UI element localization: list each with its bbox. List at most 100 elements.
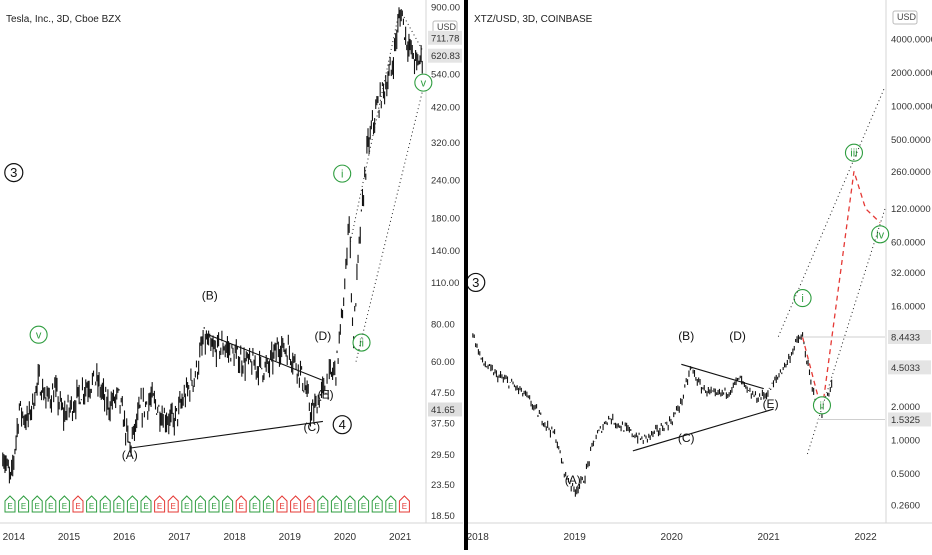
earnings-letter: E <box>375 502 380 511</box>
xtz-chart-pane[interactable]: XTZ/USD, 3D, COINBASE USD 4000.0000 2000.00… <box>466 0 932 543</box>
earnings-letter: E <box>293 502 298 511</box>
earnings-letter: E <box>388 502 393 511</box>
earnings-letter: E <box>21 502 26 511</box>
y-tick-label: 18.50 <box>431 511 455 522</box>
x-tick-label: 2015 <box>58 532 81 543</box>
earnings-letter: E <box>225 502 230 511</box>
earnings-letter: E <box>361 502 366 511</box>
earnings-letter: E <box>157 502 162 511</box>
wave-label: 3 <box>472 275 479 290</box>
earnings-marker <box>99 495 111 513</box>
earnings-marker <box>181 495 193 513</box>
price-badge <box>888 412 931 427</box>
earnings-letter: E <box>103 502 108 511</box>
earnings-letter: E <box>334 502 339 511</box>
trendline <box>129 420 323 449</box>
x-tick-label: 2022 <box>854 532 877 543</box>
wave-circle-green <box>414 73 433 92</box>
wave-circle-green <box>812 396 832 415</box>
y-tick-label: 320.00 <box>431 138 460 149</box>
tesla-chart-pane[interactable]: Tesla, Inc., 3D, Cboe BZX USD 900.00 711.78… <box>0 0 463 543</box>
wave-label-green: v <box>421 78 427 90</box>
earnings-letter: E <box>130 502 135 511</box>
earnings-marker <box>18 495 30 513</box>
earnings-letter: E <box>143 502 148 511</box>
wave-label-green: iii <box>850 148 857 160</box>
earnings-letter: E <box>62 502 67 511</box>
wave-circle-green <box>352 333 371 352</box>
y-tick-label: 260.0000 <box>891 167 931 178</box>
y-tick-label: 2000.0000 <box>891 68 932 79</box>
y-tick-label: 0.2600 <box>891 501 920 512</box>
channel-line <box>355 92 423 362</box>
y-tick-label: 110.00 <box>431 278 459 289</box>
wave-circle-green <box>29 325 48 344</box>
wave-label-green: i <box>341 169 343 181</box>
projection-path <box>801 171 881 412</box>
x-tick-label: 2017 <box>168 532 191 543</box>
price-badge <box>888 329 931 344</box>
y-tick-label: 1.0000 <box>891 436 920 447</box>
y-tick-label: 1.5325 <box>891 415 920 426</box>
earnings-marker <box>126 495 138 513</box>
y-tick-label: 2.0000 <box>891 402 920 413</box>
earnings-marker <box>290 495 302 513</box>
wave-label-green: ii <box>820 400 825 412</box>
x-tick-label: 2018 <box>223 532 246 543</box>
y-tick-label: 500.0000 <box>891 135 931 146</box>
y-tick-label: 4.5033 <box>891 363 920 374</box>
y-tick-label: 240.00 <box>431 176 460 187</box>
earnings-marker <box>398 495 410 513</box>
earnings-marker <box>249 495 261 513</box>
earnings-letter: E <box>198 502 203 511</box>
wave-label: (E) <box>318 387 334 401</box>
earnings-letter: E <box>211 502 216 511</box>
y-tick-label: 120.0000 <box>891 204 931 215</box>
earnings-marker <box>86 495 98 513</box>
wave-label-green: ii <box>359 338 364 350</box>
y-tick-label: 80.00 <box>431 319 455 330</box>
wave-circle <box>4 162 24 183</box>
x-tick-label: 2016 <box>113 532 136 543</box>
earnings-letter: E <box>116 502 121 511</box>
earnings-marker <box>208 495 220 513</box>
wave-label-green: i <box>801 293 803 305</box>
earnings-letter: E <box>266 502 271 511</box>
y-tick-label: 900.00 <box>431 3 460 14</box>
earnings-marker <box>262 495 274 513</box>
earnings-marker <box>45 495 57 513</box>
price-badge <box>888 360 931 375</box>
earnings-marker <box>344 495 356 513</box>
y-tick-label: 0.5000 <box>891 469 920 480</box>
earnings-letter: E <box>402 502 407 511</box>
wave-label-green: v <box>36 330 42 342</box>
earnings-marker <box>276 495 288 513</box>
wave-circle-green <box>793 289 812 308</box>
currency-label: USD <box>897 12 917 22</box>
earnings-marker <box>303 495 315 513</box>
earnings-letter: E <box>7 502 12 511</box>
earnings-marker <box>4 495 16 513</box>
earnings-marker <box>235 495 247 513</box>
x-tick-label: 2014 <box>3 532 26 543</box>
earnings-letter: E <box>184 502 189 511</box>
earnings-marker <box>330 495 342 513</box>
y-tick-label: 60.00 <box>431 357 455 368</box>
earnings-letter: E <box>35 502 40 511</box>
earnings-marker <box>72 495 84 513</box>
trendline <box>632 408 774 452</box>
y-tick-label: 540.00 <box>431 69 460 80</box>
earnings-letter: E <box>75 502 80 511</box>
pane-divider[interactable] <box>464 0 468 550</box>
y-tick-label: 1000.0000 <box>891 102 932 113</box>
y-tick-label: 32.0000 <box>891 268 925 279</box>
wave-circle-green <box>871 225 890 244</box>
y-tick-label: 23.50 <box>431 480 455 491</box>
y-tick-label: 420.00 <box>431 102 460 113</box>
currency-box <box>892 10 918 25</box>
earnings-letter: E <box>48 502 53 511</box>
y-tick-label: 620.83 <box>431 51 460 62</box>
earnings-marker <box>371 495 383 513</box>
